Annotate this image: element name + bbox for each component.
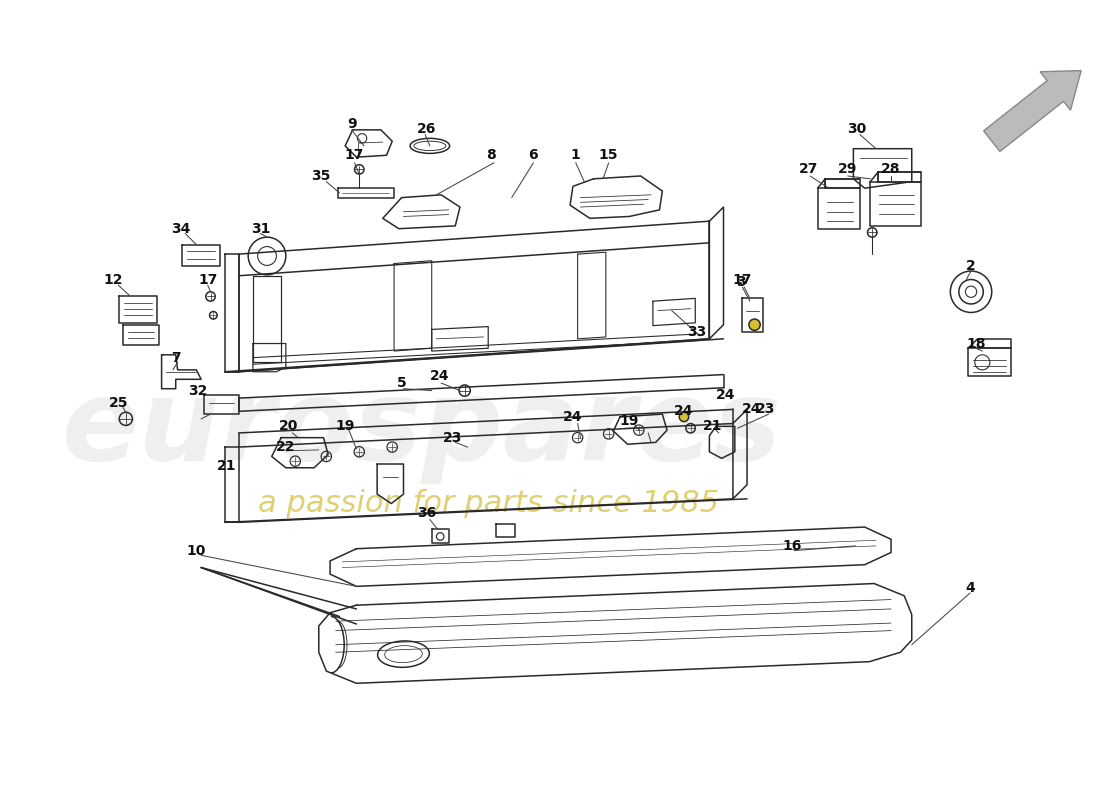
Text: 22: 22 xyxy=(276,440,296,454)
FancyArrow shape xyxy=(983,70,1081,151)
Text: 16: 16 xyxy=(782,539,802,553)
Text: 4: 4 xyxy=(965,582,975,595)
Text: 17: 17 xyxy=(345,148,364,162)
Text: 5: 5 xyxy=(397,376,407,390)
Text: 23: 23 xyxy=(756,402,775,417)
Text: 21: 21 xyxy=(703,419,722,434)
Text: 29: 29 xyxy=(838,162,857,176)
Text: a passion for parts since 1985: a passion for parts since 1985 xyxy=(257,489,718,518)
Text: 19: 19 xyxy=(336,419,355,434)
Text: 24: 24 xyxy=(674,404,694,418)
Text: 30: 30 xyxy=(847,122,867,136)
Text: 6: 6 xyxy=(528,148,537,162)
Text: 32: 32 xyxy=(188,383,208,398)
Text: 12: 12 xyxy=(103,273,123,286)
Text: 10: 10 xyxy=(187,543,206,558)
Text: 1: 1 xyxy=(571,148,581,162)
Text: 24: 24 xyxy=(716,388,735,402)
Text: 19: 19 xyxy=(619,414,639,428)
Text: 2: 2 xyxy=(966,259,976,274)
Text: 24: 24 xyxy=(563,410,583,424)
Text: eurospares: eurospares xyxy=(63,373,782,484)
Text: 7: 7 xyxy=(170,350,180,365)
Text: 3: 3 xyxy=(736,275,746,290)
Text: 21: 21 xyxy=(217,459,236,473)
Text: 17: 17 xyxy=(198,273,218,286)
Text: 18: 18 xyxy=(966,337,986,350)
Text: 35: 35 xyxy=(311,169,330,183)
Text: 26: 26 xyxy=(417,122,437,136)
Text: 27: 27 xyxy=(799,162,818,176)
Text: 8: 8 xyxy=(486,148,496,162)
Text: 15: 15 xyxy=(598,148,618,162)
Text: 9: 9 xyxy=(346,118,356,131)
Text: 25: 25 xyxy=(109,396,128,410)
Circle shape xyxy=(680,412,689,422)
Text: 20: 20 xyxy=(279,419,298,434)
Text: 36: 36 xyxy=(417,506,437,520)
Text: 34: 34 xyxy=(170,222,190,236)
Text: 24: 24 xyxy=(429,370,449,383)
Text: 31: 31 xyxy=(251,222,271,236)
Text: 23: 23 xyxy=(442,430,462,445)
Circle shape xyxy=(749,319,760,330)
Text: 33: 33 xyxy=(688,326,707,339)
Text: 17: 17 xyxy=(733,273,752,286)
Text: 28: 28 xyxy=(881,162,901,176)
Text: 24: 24 xyxy=(742,402,761,417)
